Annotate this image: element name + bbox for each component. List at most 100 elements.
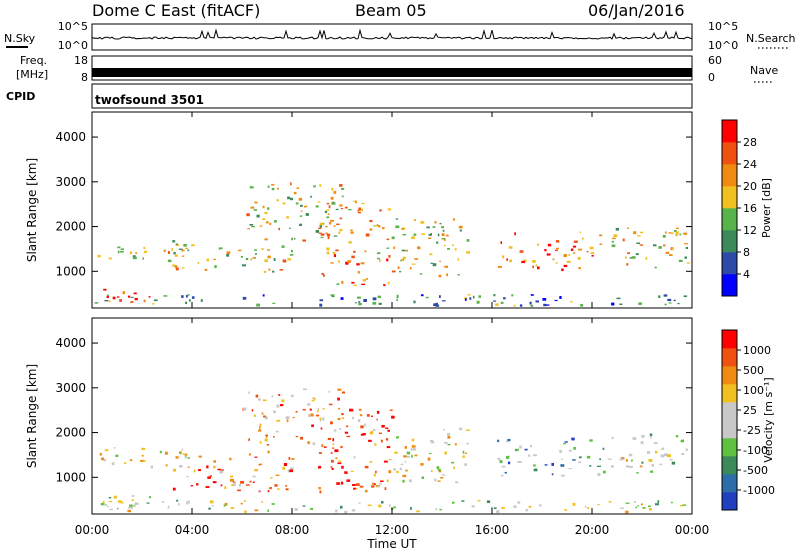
echo-cell <box>401 249 406 252</box>
echo-cell <box>378 504 382 508</box>
echo-cell <box>330 262 334 264</box>
echo-cell <box>395 436 399 439</box>
echo-cell <box>290 249 293 253</box>
echo-cell <box>181 255 185 257</box>
echo-cell <box>181 267 185 269</box>
echo-cell <box>430 441 435 444</box>
echo-cell <box>573 240 578 243</box>
echo-cell <box>103 288 107 291</box>
echo-cell <box>369 431 373 435</box>
echo-cell <box>523 259 527 262</box>
echo-cell <box>108 300 111 303</box>
echo-cell <box>116 296 120 298</box>
echo-cell <box>274 220 277 223</box>
velocity-colorbar-ticks: 1000 500 100 25 -25 -100 -500 -1000 <box>737 344 775 497</box>
colorbar-cell <box>722 420 737 439</box>
echo-cell <box>521 260 526 264</box>
echo-cell <box>544 464 548 466</box>
echo-cell <box>335 249 339 252</box>
echo-cell <box>496 510 500 513</box>
echo-cell <box>330 219 334 222</box>
time-tick-label: 08:00 <box>275 523 310 537</box>
echo-cell <box>150 465 153 469</box>
echo-cell <box>302 239 306 242</box>
echo-cell <box>653 442 658 444</box>
echo-cell <box>330 452 333 454</box>
colorbar-cell <box>722 252 737 275</box>
velocity-y-axis-label: Slant Range [km] <box>25 364 39 468</box>
echo-cell <box>178 248 183 250</box>
echo-cell <box>245 258 249 260</box>
echo-cell <box>264 438 268 442</box>
echo-cell <box>622 238 625 242</box>
colorbar-tick-label: 500 <box>743 364 764 377</box>
echo-cell <box>635 253 639 256</box>
echo-cell <box>578 248 582 251</box>
echo-cell <box>546 253 551 256</box>
echo-cell <box>679 233 682 236</box>
y-tick-label: 1000 <box>55 470 86 484</box>
echo-cell <box>437 469 441 471</box>
echo-cell <box>242 264 246 267</box>
echo-cell <box>507 438 511 441</box>
echo-cell <box>372 225 377 227</box>
y-tick-label: 3000 <box>55 175 86 189</box>
echo-cell <box>302 408 306 411</box>
echo-cell <box>109 508 113 511</box>
colorbar-tick-label: 100 <box>743 384 764 397</box>
echo-cell <box>675 435 679 438</box>
echo-cell <box>406 455 410 458</box>
echo-cell <box>544 249 547 252</box>
velocity-colorbar: 1000 500 100 25 -25 -100 -500 -1000 Velocity [m… <box>721 329 775 511</box>
echo-cell <box>421 476 424 479</box>
echo-cell <box>340 297 344 300</box>
echo-cell <box>366 278 369 280</box>
echo-cell <box>132 255 136 259</box>
echo-cell <box>287 258 291 261</box>
echo-cell <box>341 465 344 469</box>
echo-cell <box>358 207 361 211</box>
echo-cell <box>640 231 644 234</box>
echo-cell <box>307 403 311 406</box>
echo-cell <box>173 251 176 255</box>
echo-cell <box>649 435 652 437</box>
echo-cell <box>209 475 212 477</box>
velocity-panel: 1000 2000 3000 4000 Slant Range [km] <box>25 317 693 515</box>
echo-cell <box>191 296 195 299</box>
echo-cell <box>397 266 400 269</box>
colorbar-cell <box>722 164 737 187</box>
echo-cell <box>259 225 263 227</box>
freq-label-bottom: [MHz] <box>16 68 48 81</box>
echo-cell <box>319 222 324 226</box>
echo-cell <box>326 233 331 237</box>
echo-cell <box>318 232 322 234</box>
echo-cell <box>346 425 349 428</box>
echo-cell <box>167 505 170 509</box>
echo-cell <box>240 480 245 484</box>
echo-cell <box>264 211 268 215</box>
echo-cell <box>420 221 425 224</box>
echo-cell <box>430 262 434 264</box>
echo-cell <box>313 398 316 400</box>
colorbar-cell <box>722 402 737 421</box>
echo-cell <box>102 501 105 504</box>
echo-cell <box>379 482 382 485</box>
echo-cell <box>619 303 623 305</box>
echo-cell <box>358 408 362 411</box>
echo-cell <box>162 501 165 503</box>
echo-cell <box>252 257 256 259</box>
echo-cell <box>466 251 471 254</box>
echo-cell <box>412 448 417 451</box>
echo-cell <box>326 216 330 219</box>
echo-cell <box>462 455 465 458</box>
echo-cell <box>561 458 563 460</box>
echo-cell <box>331 447 335 449</box>
echo-cell <box>462 450 465 454</box>
echo-cell <box>459 427 463 431</box>
noise-panel: N.Sky 10^5 10^0 10^5 10^0 N.Search <box>4 20 796 52</box>
echo-cell <box>265 221 269 224</box>
echo-cell <box>420 294 424 297</box>
echo-cell <box>148 296 151 298</box>
echo-cell <box>103 503 108 506</box>
echo-cell <box>586 455 591 459</box>
